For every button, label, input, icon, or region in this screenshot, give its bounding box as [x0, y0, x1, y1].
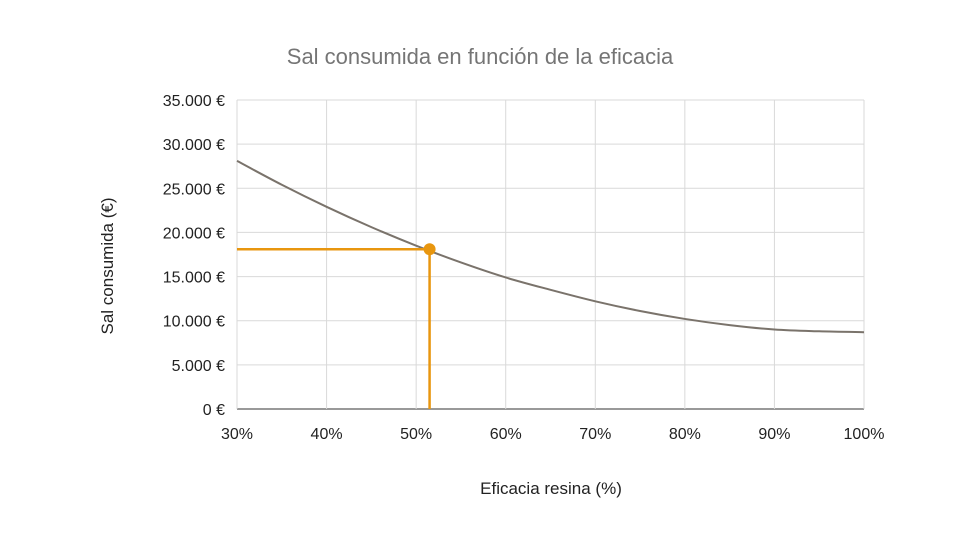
x-tick-label: 50% [400, 426, 432, 443]
x-axis-ticks: 30% 40% 50% 60% 70% 80% 90% 100% [221, 426, 884, 443]
highlight-point [423, 243, 436, 256]
x-tick-label: 30% [221, 426, 253, 443]
x-tick-label: 100% [844, 426, 885, 443]
x-axis-label: Eficacia resina (%) [480, 479, 622, 498]
y-tick-label: 15.000 € [163, 270, 225, 287]
y-tick-label: 35.000 € [163, 93, 225, 110]
series-layer [236, 160, 865, 334]
y-tick-label: 20.000 € [163, 225, 225, 242]
y-tick-label: 30.000 € [163, 137, 225, 154]
chart-title: Sal consumida en función de la eficacia [287, 44, 674, 69]
y-axis-ticks: 0 € 5.000 € 10.000 € 15.000 € 20.000 € 25.000… [163, 93, 225, 419]
x-tick-label: 60% [490, 426, 522, 443]
x-tick-label: 90% [758, 426, 790, 443]
y-tick-label: 5.000 € [172, 358, 225, 375]
y-tick-label: 10.000 € [163, 314, 225, 331]
x-tick-label: 80% [669, 426, 701, 443]
y-tick-label: 0 € [203, 402, 225, 419]
y-tick-label: 25.000 € [163, 181, 225, 198]
x-tick-label: 70% [579, 426, 611, 443]
x-tick-label: 40% [311, 426, 343, 443]
highlight-layer [237, 243, 436, 409]
y-axis-label: Sal consumida (€) [98, 197, 117, 334]
grid [236, 99, 865, 410]
series-line [236, 160, 865, 334]
